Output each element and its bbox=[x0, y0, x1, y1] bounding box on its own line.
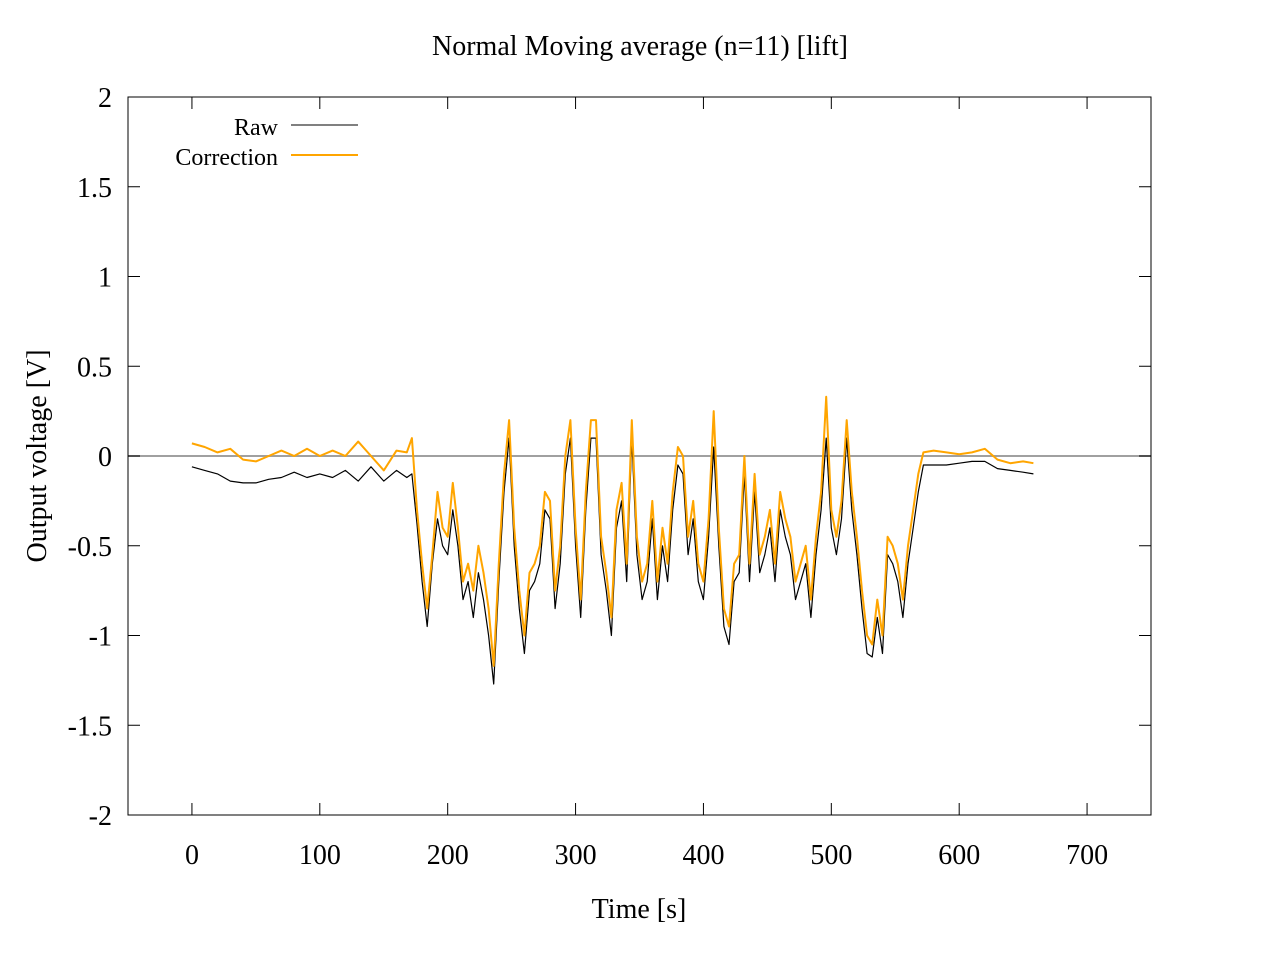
y-tick-label: 1.5 bbox=[77, 173, 112, 204]
y-tick-label: -1.5 bbox=[68, 711, 112, 742]
y-axis-label: Output voltage [V] bbox=[22, 349, 53, 562]
y-tick-label: -1 bbox=[89, 622, 112, 653]
x-axis-label: Time [s] bbox=[592, 894, 687, 925]
y-tick-label: 2 bbox=[98, 83, 112, 114]
y-tick-label: 0.5 bbox=[77, 352, 112, 383]
x-tick-label: 300 bbox=[555, 840, 597, 871]
series-line-raw bbox=[191, 437, 1034, 685]
y-tick-label: 1 bbox=[98, 263, 112, 294]
chart-title: Normal Moving average (n=11) [lift] bbox=[432, 31, 848, 62]
y-tick-label: -0.5 bbox=[68, 532, 112, 563]
x-tick-label: 200 bbox=[427, 840, 469, 871]
y-tick-label: 0 bbox=[98, 442, 112, 473]
x-tick-label: 700 bbox=[1066, 840, 1108, 871]
x-tick-label: 400 bbox=[682, 840, 724, 871]
x-tick-label: 0 bbox=[185, 840, 199, 871]
legend: Raw Correction bbox=[175, 115, 358, 171]
x-tick-label: 100 bbox=[299, 840, 341, 871]
legend-label-raw: Raw bbox=[234, 115, 279, 141]
legend-label-correction: Correction bbox=[175, 145, 278, 171]
x-tick-label: 600 bbox=[938, 840, 980, 871]
series-line-correction bbox=[191, 395, 1034, 667]
y-tick-label: -2 bbox=[89, 801, 112, 832]
x-tick-label: 500 bbox=[810, 840, 852, 871]
